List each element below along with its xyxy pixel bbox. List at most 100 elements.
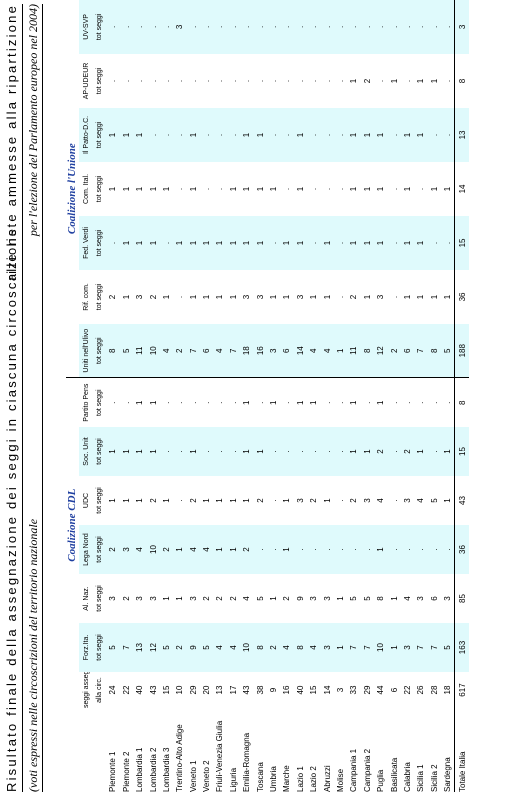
cell: 1 <box>161 596 171 601</box>
cell: 6 <box>400 323 415 378</box>
cell: . <box>293 427 308 476</box>
cell: . <box>159 215 174 270</box>
cell: 1 <box>373 215 388 270</box>
cell: 4 <box>213 623 227 672</box>
cell: 1 <box>440 427 455 476</box>
cell: 24 <box>108 685 118 695</box>
region: Molise <box>336 768 345 792</box>
cell: 8 <box>427 323 441 378</box>
region: Lazio 2 <box>309 766 319 792</box>
cell: 1 <box>429 186 439 192</box>
cell: 4 <box>402 596 412 601</box>
cell: . <box>255 79 265 83</box>
cell: . <box>280 0 294 54</box>
cell: 3 <box>309 596 319 601</box>
cell: 1 <box>240 107 254 162</box>
cell: 28 <box>429 685 439 695</box>
cell: 14 <box>293 323 308 378</box>
cell: . <box>188 79 198 83</box>
title: Risultato finale della assegnazione dei … <box>4 226 19 792</box>
party-header: Al. Naz. <box>82 586 90 611</box>
region: Lazio 1 <box>295 766 305 792</box>
region: Liguria <box>228 767 238 792</box>
cell: . <box>269 79 279 83</box>
cell: 4 <box>280 623 294 672</box>
cell: 1 <box>295 400 305 405</box>
cell: 9 <box>269 687 279 693</box>
cell: . <box>320 525 334 574</box>
subheader: tot seggi <box>92 623 107 672</box>
cell: 3 <box>416 596 426 601</box>
cell: 3 <box>108 596 118 601</box>
party-header: UV-SVP <box>79 0 93 54</box>
cell: 1 <box>443 186 453 192</box>
subheader: tot seggi <box>92 107 107 162</box>
seats-header: alla circ. <box>95 677 103 703</box>
cell: 1 <box>199 215 214 270</box>
cell: 1 <box>336 596 345 601</box>
cell: 7 <box>360 623 374 672</box>
cell: 2 <box>309 498 319 503</box>
subheader: tot seggi <box>95 487 103 514</box>
cell: 1 <box>135 186 145 192</box>
cell: 14 <box>454 161 469 216</box>
cell: 4 <box>242 596 252 601</box>
cell: . <box>400 525 415 574</box>
cell: 1 <box>373 525 388 574</box>
cell: 1 <box>119 107 133 162</box>
cell: 3 <box>322 596 332 601</box>
cell: 5 <box>362 596 372 601</box>
cell: 1 <box>121 498 131 503</box>
cell: . <box>293 0 308 54</box>
cell: 1 <box>135 400 145 405</box>
data-row: Basilicata 6 1 1.... 2.... 1. <box>387 0 401 792</box>
cell: 1 <box>389 78 399 84</box>
cell: . <box>226 0 241 54</box>
cell: . <box>121 79 131 83</box>
cell: 8 <box>376 596 386 601</box>
data-row: Lombardia 1 40 13 3 4 1 1 1 11 3 1 1 1.. <box>132 0 147 792</box>
region: Lombardia 1 <box>135 747 145 792</box>
header-row: Coalizione CDL Coalizione l'Unione <box>66 0 80 792</box>
cell: . <box>106 0 120 54</box>
cell: . <box>309 79 319 83</box>
cell: 163 <box>454 623 469 672</box>
cell: 1 <box>148 186 158 192</box>
region: Veneto 1 <box>188 760 198 792</box>
cell: 5 <box>440 623 455 672</box>
cell: 1 <box>188 186 198 192</box>
cell: . <box>322 79 332 83</box>
cell: . <box>266 215 281 270</box>
cell: 10 <box>175 685 185 695</box>
cell: 1 <box>175 596 185 601</box>
cell: 12 <box>373 323 388 378</box>
cell: 1 <box>416 294 426 300</box>
cell: 1 <box>295 186 305 192</box>
data-row: Lombardia 3 15 5 1 2 1.. 4 1. 1... <box>159 0 174 792</box>
cell: 188 <box>454 323 469 378</box>
cell: . <box>389 295 399 299</box>
blank <box>93 708 106 792</box>
cell: 2 <box>173 323 187 378</box>
party-header: Forz.Ita. <box>79 623 93 672</box>
region: Trentino-Alto Adige <box>175 724 185 792</box>
cell: 2 <box>202 596 212 601</box>
cell: . <box>387 0 401 54</box>
cell: 1 <box>215 294 225 300</box>
cell: . <box>414 525 428 574</box>
cell: 1 <box>132 107 147 162</box>
cell: . <box>280 427 294 476</box>
cell: . <box>387 215 401 270</box>
cell: . <box>440 215 455 270</box>
cell: 2 <box>255 498 265 503</box>
cell: . <box>202 187 212 191</box>
cell: 4 <box>213 323 227 378</box>
party-header: Fed. Verdi <box>79 215 93 270</box>
cell: 3 <box>295 498 305 503</box>
cell: 1 <box>322 498 332 503</box>
cell: 13 <box>132 623 147 672</box>
cell: 1 <box>360 107 374 162</box>
cell: . <box>242 79 252 83</box>
cell: . <box>347 525 361 574</box>
